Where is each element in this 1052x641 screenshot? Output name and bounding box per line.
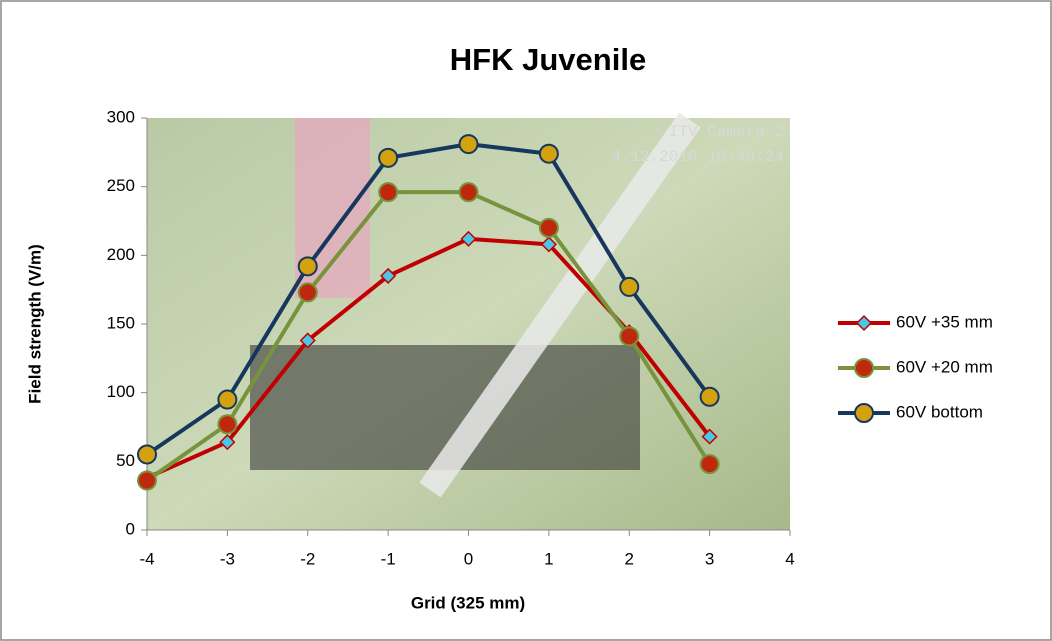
legend-label: 60V +20 mm xyxy=(896,357,993,376)
x-tick-label: 0 xyxy=(464,549,473,568)
marker xyxy=(218,391,236,409)
marker xyxy=(299,257,317,275)
marker xyxy=(379,183,397,201)
camera-overlay-text: ITV Camera 2 xyxy=(669,123,784,141)
marker xyxy=(701,388,719,406)
x-tick-label: -2 xyxy=(300,549,315,568)
x-tick-label: 1 xyxy=(544,549,553,568)
chart: HFK Juvenile Grid (325 mm) Field strengt… xyxy=(0,0,1052,641)
y-tick-label: 50 xyxy=(116,451,135,470)
x-tick-label: 3 xyxy=(705,549,714,568)
x-tick-label: 2 xyxy=(625,549,634,568)
legend-marker xyxy=(855,359,873,377)
y-tick-label: 200 xyxy=(107,245,135,264)
marker xyxy=(460,183,478,201)
marker xyxy=(138,445,156,463)
marker xyxy=(218,415,236,433)
legend-marker xyxy=(855,404,873,422)
marker xyxy=(299,283,317,301)
y-tick-label: 0 xyxy=(126,519,135,538)
chart-title: HFK Juvenile xyxy=(450,42,646,77)
marker xyxy=(379,149,397,167)
y-axis-label: Field strength (V/m) xyxy=(25,244,44,404)
y-tick-label: 100 xyxy=(107,382,135,401)
y-tick-label: 150 xyxy=(107,313,135,332)
legend-label: 60V bottom xyxy=(896,402,983,421)
x-axis-label: Grid (325 mm) xyxy=(411,593,525,612)
marker xyxy=(701,455,719,473)
y-tick-label: 300 xyxy=(107,107,135,126)
marker xyxy=(620,278,638,296)
marker xyxy=(620,327,638,345)
x-tick-label: 4 xyxy=(785,549,794,568)
marker xyxy=(540,145,558,163)
marker xyxy=(460,135,478,153)
camera-overlay-text: 4.12.2010 10:48:24 xyxy=(611,148,784,166)
marker xyxy=(138,472,156,490)
y-tick-label: 250 xyxy=(107,176,135,195)
marker xyxy=(540,219,558,237)
x-tick-label: -1 xyxy=(381,549,396,568)
legend-label: 60V +35 mm xyxy=(896,312,993,331)
x-tick-label: -3 xyxy=(220,549,235,568)
x-tick-label: -4 xyxy=(139,549,154,568)
